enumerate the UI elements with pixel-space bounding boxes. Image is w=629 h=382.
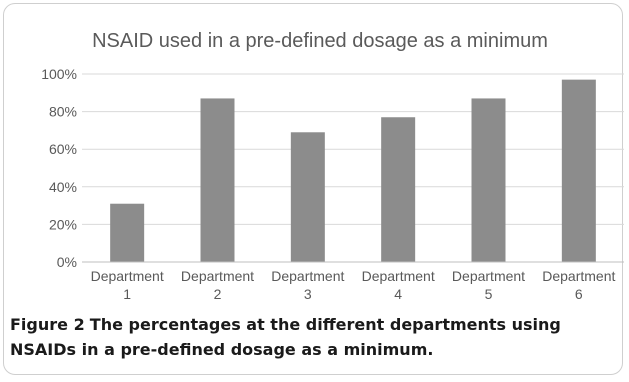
bar xyxy=(290,132,325,262)
figure-caption: Figure 2 The percentages at the differen… xyxy=(10,312,610,362)
y-tick-label: 0% xyxy=(57,254,77,270)
x-category-label: Department 1 xyxy=(91,268,164,300)
x-category-label: Department 6 xyxy=(542,268,615,300)
y-axis-ticks: 0% 20% 40% 60% 80% 100% xyxy=(41,66,77,270)
gridlines xyxy=(82,73,624,225)
y-tick-label: 100% xyxy=(41,66,77,82)
bar xyxy=(200,98,235,262)
bar xyxy=(561,79,596,262)
y-tick-label: 80% xyxy=(49,104,77,120)
bar xyxy=(110,203,145,262)
y-tick-label: 40% xyxy=(49,179,77,195)
x-category-label: Department 2 xyxy=(181,268,254,300)
x-category-label: Department 3 xyxy=(271,268,344,300)
bar xyxy=(381,117,416,263)
chart-title: NSAID used in a pre-defined dosage as a … xyxy=(92,30,548,52)
caption-text: The percentages at the different departm… xyxy=(10,315,561,359)
caption-label: Figure 2 xyxy=(10,315,85,334)
bar-chart: NSAID used in a pre-defined dosage as a … xyxy=(41,30,624,300)
x-category-label: Department 5 xyxy=(452,268,525,300)
x-axis-categories: Department 1 Department 2 Department 3 Departm… xyxy=(91,268,616,300)
bars xyxy=(110,79,596,263)
y-tick-label: 60% xyxy=(49,141,77,157)
y-tick-label: 20% xyxy=(49,216,77,232)
bar xyxy=(471,98,506,262)
x-category-label: Department 4 xyxy=(362,268,435,300)
